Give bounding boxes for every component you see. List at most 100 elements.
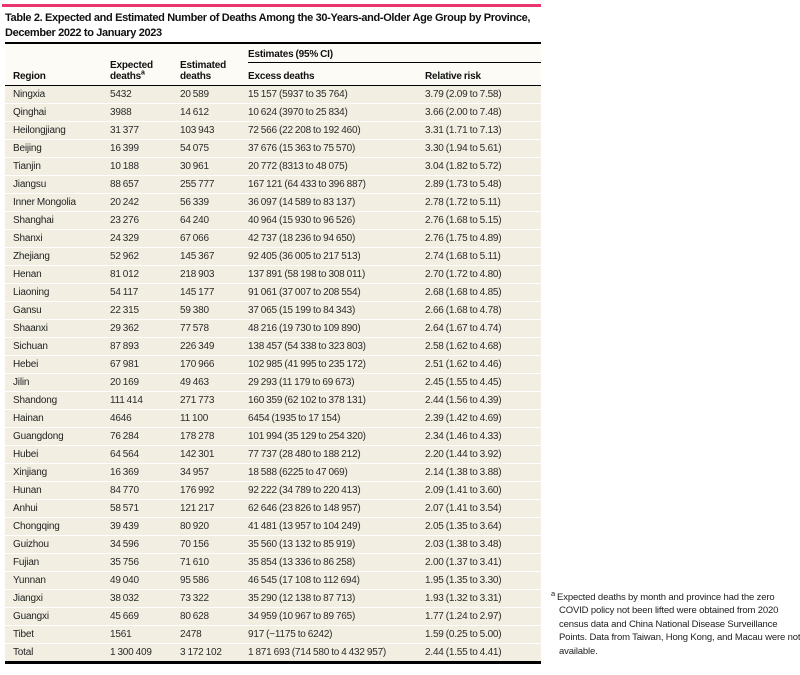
- expected-deaths-cell: 54 117: [110, 282, 180, 301]
- region-cell: Hubei: [5, 444, 110, 463]
- excess-deaths-cell: 29 293 (11 179 to 69 673): [248, 372, 425, 391]
- region-cell: Hebei: [5, 354, 110, 373]
- relative-risk-cell: 2.76 (1.75 to 4.89): [425, 228, 542, 247]
- excess-deaths-cell: 917 (−1175 to 6242): [248, 624, 425, 643]
- table-row: Yunnan 49 040 95 586 46 545 (17 108 to 112 …: [5, 570, 542, 589]
- excess-deaths-cell: 92 405 (36 005 to 217 513): [248, 246, 425, 265]
- expected-deaths-cell: 87 893: [110, 336, 180, 355]
- relative-risk-cell: 2.58 (1.62 to 4.68): [425, 336, 542, 355]
- relative-risk-cell: 2.09 (1.41 to 3.60): [425, 480, 542, 499]
- table-row: Jiangsu 88 657 255 777 167 121 (64 433 to 3…: [5, 174, 542, 193]
- relative-risk-cell: 1.95 (1.35 to 3.30): [425, 570, 542, 589]
- expected-deaths-cell: 67 981: [110, 354, 180, 373]
- region-cell: Hainan: [5, 408, 110, 427]
- estimated-deaths-cell: 271 773: [180, 390, 248, 409]
- expected-deaths-cell: 3988: [110, 102, 180, 121]
- expected-deaths-cell: 88 657: [110, 174, 180, 193]
- relative-risk-cell: 2.89 (1.73 to 5.48): [425, 174, 542, 193]
- footnote: a Expected deaths by month and province h…: [551, 590, 800, 658]
- region-cell: Shaanxi: [5, 318, 110, 337]
- excess-deaths-cell: 137 891 (58 198 to 308 011): [248, 264, 425, 283]
- column-header-excess-deaths: Excess deaths: [248, 62, 425, 86]
- relative-risk-cell: 2.76 (1.68 to 5.15): [425, 210, 542, 229]
- excess-deaths-cell: 15 157 (5937 to 35 764): [248, 85, 425, 103]
- accent-bar: [2, 4, 541, 7]
- expected-deaths-cell: 35 756: [110, 552, 180, 571]
- relative-risk-cell: 2.34 (1.46 to 4.33): [425, 426, 542, 445]
- table-row: Gansu 22 315 59 380 37 065 (15 199 to 84 34…: [5, 300, 542, 319]
- relative-risk-cell: 3.79 (2.09 to 7.58): [425, 85, 542, 103]
- region-cell: Chongqing: [5, 516, 110, 535]
- estimated-deaths-cell: 77 578: [180, 318, 248, 337]
- table-row: Shanxi 24 329 67 066 42 737 (18 236 to 94 6…: [5, 228, 542, 247]
- expected-deaths-cell: 4646: [110, 408, 180, 427]
- relative-risk-cell: 2.64 (1.67 to 4.74): [425, 318, 542, 337]
- region-cell: Beijing: [5, 138, 110, 157]
- expected-deaths-cell: 29 362: [110, 318, 180, 337]
- relative-risk-cell: 3.66 (2.00 to 7.48): [425, 102, 542, 121]
- table-container: Region Expected deathsa Estimated deaths…: [5, 42, 542, 664]
- expected-deaths-cell: 84 770: [110, 480, 180, 499]
- region-cell: Inner Mongolia: [5, 192, 110, 211]
- column-group-header-estimates: Estimates (95% CI): [248, 43, 542, 63]
- estimated-deaths-cell: 34 957: [180, 462, 248, 481]
- expected-deaths-cell: 64 564: [110, 444, 180, 463]
- expected-deaths-cell: 31 377: [110, 120, 180, 139]
- table-row: Shaanxi 29 362 77 578 48 216 (19 730 to 109…: [5, 318, 542, 337]
- table-row: Jiangxi 38 032 73 322 35 290 (12 138 to 87 …: [5, 588, 542, 607]
- expected-deaths-cell: 76 284: [110, 426, 180, 445]
- relative-risk-cell: 1.59 (0.25 to 5.00): [425, 624, 542, 643]
- excess-deaths-cell: 42 737 (18 236 to 94 650): [248, 228, 425, 247]
- table-row: Beijing 16 399 54 075 37 676 (15 363 to 75 …: [5, 138, 542, 157]
- relative-risk-cell: 2.74 (1.68 to 5.11): [425, 246, 542, 265]
- estimated-deaths-cell: 30 961: [180, 156, 248, 175]
- expected-deaths-cell: 38 032: [110, 588, 180, 607]
- relative-risk-cell: 2.07 (1.41 to 3.54): [425, 498, 542, 517]
- table-row: Hainan 4646 11 100 6454 (1935 to 17 154) 2.3…: [5, 408, 542, 427]
- relative-risk-cell: 2.68 (1.68 to 4.85): [425, 282, 542, 301]
- table-row: Sichuan 87 893 226 349 138 457 (54 338 to 3…: [5, 336, 542, 355]
- excess-deaths-cell: 72 566 (22 208 to 192 460): [248, 120, 425, 139]
- region-cell: Gansu: [5, 300, 110, 319]
- region-cell: Tibet: [5, 624, 110, 643]
- table-row: Heilongjiang 31 377 103 943 72 566 (22 208 …: [5, 120, 542, 139]
- column-header-expected-line2: deathsa: [110, 69, 180, 81]
- table-row: Anhui 58 571 121 217 62 646 (23 826 to 148 …: [5, 498, 542, 517]
- excess-deaths-cell: 101 994 (35 129 to 254 320): [248, 426, 425, 445]
- estimated-deaths-cell: 178 278: [180, 426, 248, 445]
- expected-deaths-cell: 23 276: [110, 210, 180, 229]
- region-cell: Jiangxi: [5, 588, 110, 607]
- estimated-deaths-cell: 64 240: [180, 210, 248, 229]
- estimated-deaths-cell: 3 172 102: [180, 642, 248, 662]
- excess-deaths-cell: 46 545 (17 108 to 112 694): [248, 570, 425, 589]
- relative-risk-cell: 2.05 (1.35 to 3.64): [425, 516, 542, 535]
- region-cell: Sichuan: [5, 336, 110, 355]
- expected-deaths-cell: 20 242: [110, 192, 180, 211]
- excess-deaths-cell: 62 646 (23 826 to 148 957): [248, 498, 425, 517]
- estimated-deaths-cell: 14 612: [180, 102, 248, 121]
- table-row: Hubei 64 564 142 301 77 737 (28 480 to 188 …: [5, 444, 542, 463]
- expected-deaths-cell: 52 962: [110, 246, 180, 265]
- column-header-expected-deaths: Expected deathsa: [110, 43, 180, 86]
- table-header: Region Expected deathsa Estimated deaths…: [5, 43, 542, 86]
- region-cell: Fujian: [5, 552, 110, 571]
- expected-deaths-cell: 16 399: [110, 138, 180, 157]
- region-cell: Liaoning: [5, 282, 110, 301]
- expected-deaths-cell: 34 596: [110, 534, 180, 553]
- expected-deaths-cell: 1 300 409: [110, 642, 180, 662]
- excess-deaths-cell: 1 871 693 (714 580 to 4 432 957): [248, 642, 425, 662]
- estimated-deaths-cell: 70 156: [180, 534, 248, 553]
- estimated-deaths-cell: 103 943: [180, 120, 248, 139]
- column-header-region: Region: [5, 43, 110, 86]
- region-cell: Hunan: [5, 480, 110, 499]
- estimated-deaths-cell: 176 992: [180, 480, 248, 499]
- excess-deaths-cell: 6454 (1935 to 17 154): [248, 408, 425, 427]
- region-cell: Total: [5, 642, 110, 662]
- table-row: Chongqing 39 439 80 920 41 481 (13 957 to 1…: [5, 516, 542, 535]
- excess-deaths-cell: 34 959 (10 967 to 89 765): [248, 606, 425, 625]
- excess-deaths-cell: 102 985 (41 995 to 235 172): [248, 354, 425, 373]
- deaths-table: Region Expected deathsa Estimated deaths…: [5, 42, 542, 664]
- estimated-deaths-cell: 71 610: [180, 552, 248, 571]
- table-row: Liaoning 54 117 145 177 91 061 (37 007 to 2…: [5, 282, 542, 301]
- estimated-deaths-cell: 80 920: [180, 516, 248, 535]
